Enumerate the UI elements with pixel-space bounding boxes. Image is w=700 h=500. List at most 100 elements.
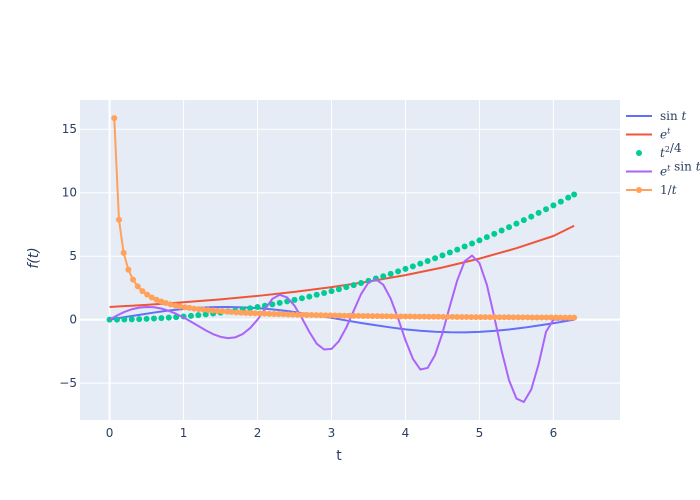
data-point: [158, 298, 165, 305]
data-point: [177, 303, 184, 310]
legend-item[interactable]: sin t: [626, 109, 687, 123]
data-point: [515, 314, 522, 321]
data-point: [395, 268, 402, 275]
series-line: [109, 224, 575, 308]
data-point: [350, 312, 357, 319]
data-point: [388, 313, 395, 320]
data-point: [266, 310, 273, 317]
data-point: [449, 313, 456, 320]
legend-label: sin t: [660, 109, 687, 123]
data-point: [513, 220, 520, 227]
data-point: [167, 301, 174, 308]
data-point: [409, 263, 416, 270]
data-point: [552, 314, 559, 321]
data-point: [374, 313, 381, 320]
data-point: [299, 311, 306, 318]
data-point: [550, 202, 557, 209]
data-point: [254, 303, 261, 310]
series-1: [109, 224, 575, 308]
data-point: [115, 216, 122, 223]
data-point: [571, 314, 578, 321]
legend-item[interactable]: et sin t: [626, 160, 700, 179]
data-point: [187, 312, 194, 319]
data-point: [524, 314, 531, 321]
data-point: [181, 304, 188, 311]
data-point: [369, 313, 376, 320]
data-point: [416, 313, 423, 320]
data-point: [501, 314, 508, 321]
data-point: [121, 316, 128, 323]
data-point: [269, 301, 276, 308]
data-point: [424, 258, 431, 265]
data-point: [383, 313, 390, 320]
data-point: [360, 313, 367, 319]
legend-item[interactable]: et: [626, 127, 671, 142]
data-point: [322, 312, 329, 319]
x-tick-label: 1: [180, 426, 188, 440]
data-point: [454, 246, 461, 253]
data-point: [214, 308, 221, 315]
data-point: [317, 312, 324, 319]
data-point: [308, 311, 315, 318]
data-point: [421, 313, 428, 320]
data-point: [461, 243, 468, 250]
data-point: [506, 224, 513, 231]
x-tick-label: 2: [254, 426, 262, 440]
data-point: [491, 230, 498, 237]
data-point: [425, 313, 432, 320]
legend-marker: [636, 150, 642, 156]
series-layer: [106, 115, 578, 403]
data-point: [491, 314, 498, 321]
y-axis-title: f(t): [26, 247, 42, 268]
data-point: [247, 305, 254, 312]
data-point: [472, 314, 479, 321]
data-point: [321, 290, 328, 297]
data-point: [355, 312, 362, 319]
y-tick-label: 0: [69, 313, 77, 327]
data-point: [238, 309, 245, 316]
data-point: [380, 273, 387, 280]
data-point: [125, 266, 132, 273]
data-point: [165, 314, 172, 321]
data-point: [313, 291, 320, 298]
data-point: [548, 314, 555, 321]
data-point: [505, 314, 512, 321]
data-point: [566, 314, 573, 321]
data-point: [476, 237, 483, 244]
data-point: [446, 249, 453, 256]
data-point: [139, 288, 146, 295]
data-point: [477, 314, 484, 321]
data-point: [535, 209, 542, 216]
data-point: [136, 316, 143, 323]
data-point: [275, 311, 282, 318]
data-point: [343, 284, 350, 291]
x-tick-label: 5: [476, 426, 484, 440]
x-tick-label: 0: [106, 426, 114, 440]
data-point: [528, 213, 535, 220]
data-point: [341, 312, 348, 319]
data-point: [358, 279, 365, 286]
data-point: [120, 249, 127, 256]
data-point: [150, 315, 157, 322]
data-point: [128, 316, 135, 323]
data-point: [252, 310, 259, 317]
data-point: [463, 314, 470, 321]
x-gridlines: [108, 100, 554, 420]
data-point: [402, 265, 409, 272]
data-point: [571, 191, 578, 198]
x-tick-label: 3: [328, 426, 336, 440]
data-point: [510, 314, 517, 321]
x-axis-title: t: [336, 448, 342, 464]
legend-label: 1/t: [660, 183, 677, 197]
data-point: [327, 312, 334, 319]
data-point: [543, 206, 550, 213]
data-point: [444, 313, 451, 320]
data-point: [411, 313, 418, 320]
legend-item[interactable]: t2/4: [636, 141, 682, 160]
data-point: [335, 286, 342, 293]
legend-item[interactable]: 1/t: [626, 183, 677, 197]
y-tick-labels: −5 0 5 10 15: [59, 122, 77, 390]
data-point: [195, 312, 202, 319]
data-point: [565, 194, 572, 201]
